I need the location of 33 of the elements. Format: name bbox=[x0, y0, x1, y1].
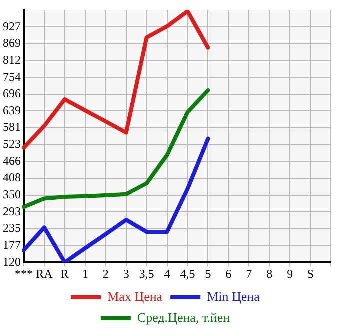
x-tick-label: 4,5 bbox=[180, 266, 196, 281]
y-tick-label: 523 bbox=[3, 137, 21, 152]
x-tick-label: S bbox=[307, 266, 314, 281]
y-tick-label: 120 bbox=[3, 254, 21, 269]
y-tick-label: 927 bbox=[3, 19, 21, 34]
legend-label: Max Цена bbox=[108, 288, 163, 304]
y-tick-label: 466 bbox=[3, 154, 21, 168]
y-tick-label: 177 bbox=[3, 238, 21, 252]
x-tick-label: 3,5 bbox=[139, 266, 154, 281]
x-tick-label: 4 bbox=[164, 266, 170, 281]
y-tick-label: 408 bbox=[3, 170, 21, 185]
y-tick-label: 812 bbox=[3, 52, 21, 67]
x-tick-label: 8 bbox=[266, 266, 273, 281]
y-tick-label: 754 bbox=[3, 70, 21, 84]
y-tick-label: 639 bbox=[3, 103, 21, 118]
y-tick-label: 869 bbox=[3, 36, 21, 50]
y-tick-label: 581 bbox=[3, 120, 21, 134]
legend-label: Min Цена bbox=[207, 288, 260, 304]
x-tick-label: 5 bbox=[205, 266, 212, 281]
x-tick-label: 1 bbox=[82, 266, 88, 281]
x-tick-label: 6 bbox=[226, 266, 232, 281]
x-tick-label: 2 bbox=[102, 266, 109, 281]
y-tick-label: 235 bbox=[3, 221, 21, 236]
legend-label: Сред.Цена, т.йен bbox=[137, 310, 230, 325]
y-tick-label: 350 bbox=[3, 188, 21, 202]
y-tick-label: 293 bbox=[3, 204, 21, 218]
x-tick-label: *** bbox=[15, 266, 33, 281]
x-tick-label: 3 bbox=[123, 266, 130, 281]
x-tick-label: RA bbox=[36, 266, 54, 281]
x-tick-label: 9 bbox=[287, 266, 294, 281]
x-tick-label: 7 bbox=[246, 266, 252, 281]
y-tick-label: 696 bbox=[3, 86, 21, 101]
x-tick-label: R bbox=[60, 266, 69, 281]
